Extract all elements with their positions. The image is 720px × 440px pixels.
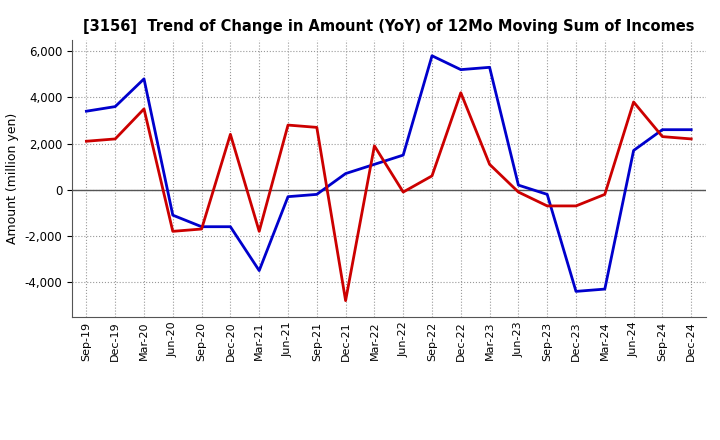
Net Income bbox=[370, 143, 379, 148]
Net Income bbox=[485, 161, 494, 167]
Net Income bbox=[456, 90, 465, 95]
Ordinary Income bbox=[168, 213, 177, 218]
Net Income bbox=[255, 229, 264, 234]
Net Income bbox=[284, 122, 292, 128]
Net Income bbox=[514, 189, 523, 194]
Ordinary Income bbox=[140, 76, 148, 81]
Line: Net Income: Net Income bbox=[86, 93, 691, 301]
Net Income bbox=[140, 106, 148, 111]
Net Income bbox=[111, 136, 120, 142]
Ordinary Income bbox=[399, 152, 408, 158]
Line: Ordinary Income: Ordinary Income bbox=[86, 56, 691, 291]
Ordinary Income bbox=[255, 268, 264, 273]
Net Income bbox=[572, 203, 580, 209]
Ordinary Income bbox=[370, 161, 379, 167]
Net Income bbox=[600, 192, 609, 197]
Net Income bbox=[82, 139, 91, 144]
Ordinary Income bbox=[658, 127, 667, 132]
Net Income bbox=[168, 229, 177, 234]
Net Income bbox=[341, 298, 350, 303]
Ordinary Income bbox=[284, 194, 292, 199]
Ordinary Income bbox=[485, 65, 494, 70]
Ordinary Income bbox=[312, 192, 321, 197]
Ordinary Income bbox=[600, 286, 609, 292]
Ordinary Income bbox=[197, 224, 206, 229]
Ordinary Income bbox=[514, 183, 523, 188]
Net Income bbox=[312, 125, 321, 130]
Net Income bbox=[428, 173, 436, 179]
Ordinary Income bbox=[226, 224, 235, 229]
Net Income bbox=[399, 189, 408, 194]
Ordinary Income bbox=[629, 148, 638, 153]
Y-axis label: Amount (million yen): Amount (million yen) bbox=[6, 113, 19, 244]
Title: [3156]  Trend of Change in Amount (YoY) of 12Mo Moving Sum of Incomes: [3156] Trend of Change in Amount (YoY) o… bbox=[83, 19, 695, 34]
Net Income bbox=[687, 136, 696, 142]
Ordinary Income bbox=[111, 104, 120, 109]
Net Income bbox=[543, 203, 552, 209]
Net Income bbox=[658, 134, 667, 139]
Ordinary Income bbox=[687, 127, 696, 132]
Net Income bbox=[226, 132, 235, 137]
Ordinary Income bbox=[456, 67, 465, 72]
Ordinary Income bbox=[572, 289, 580, 294]
Net Income bbox=[629, 99, 638, 105]
Ordinary Income bbox=[428, 53, 436, 59]
Ordinary Income bbox=[82, 109, 91, 114]
Ordinary Income bbox=[341, 171, 350, 176]
Ordinary Income bbox=[543, 192, 552, 197]
Net Income bbox=[197, 226, 206, 231]
